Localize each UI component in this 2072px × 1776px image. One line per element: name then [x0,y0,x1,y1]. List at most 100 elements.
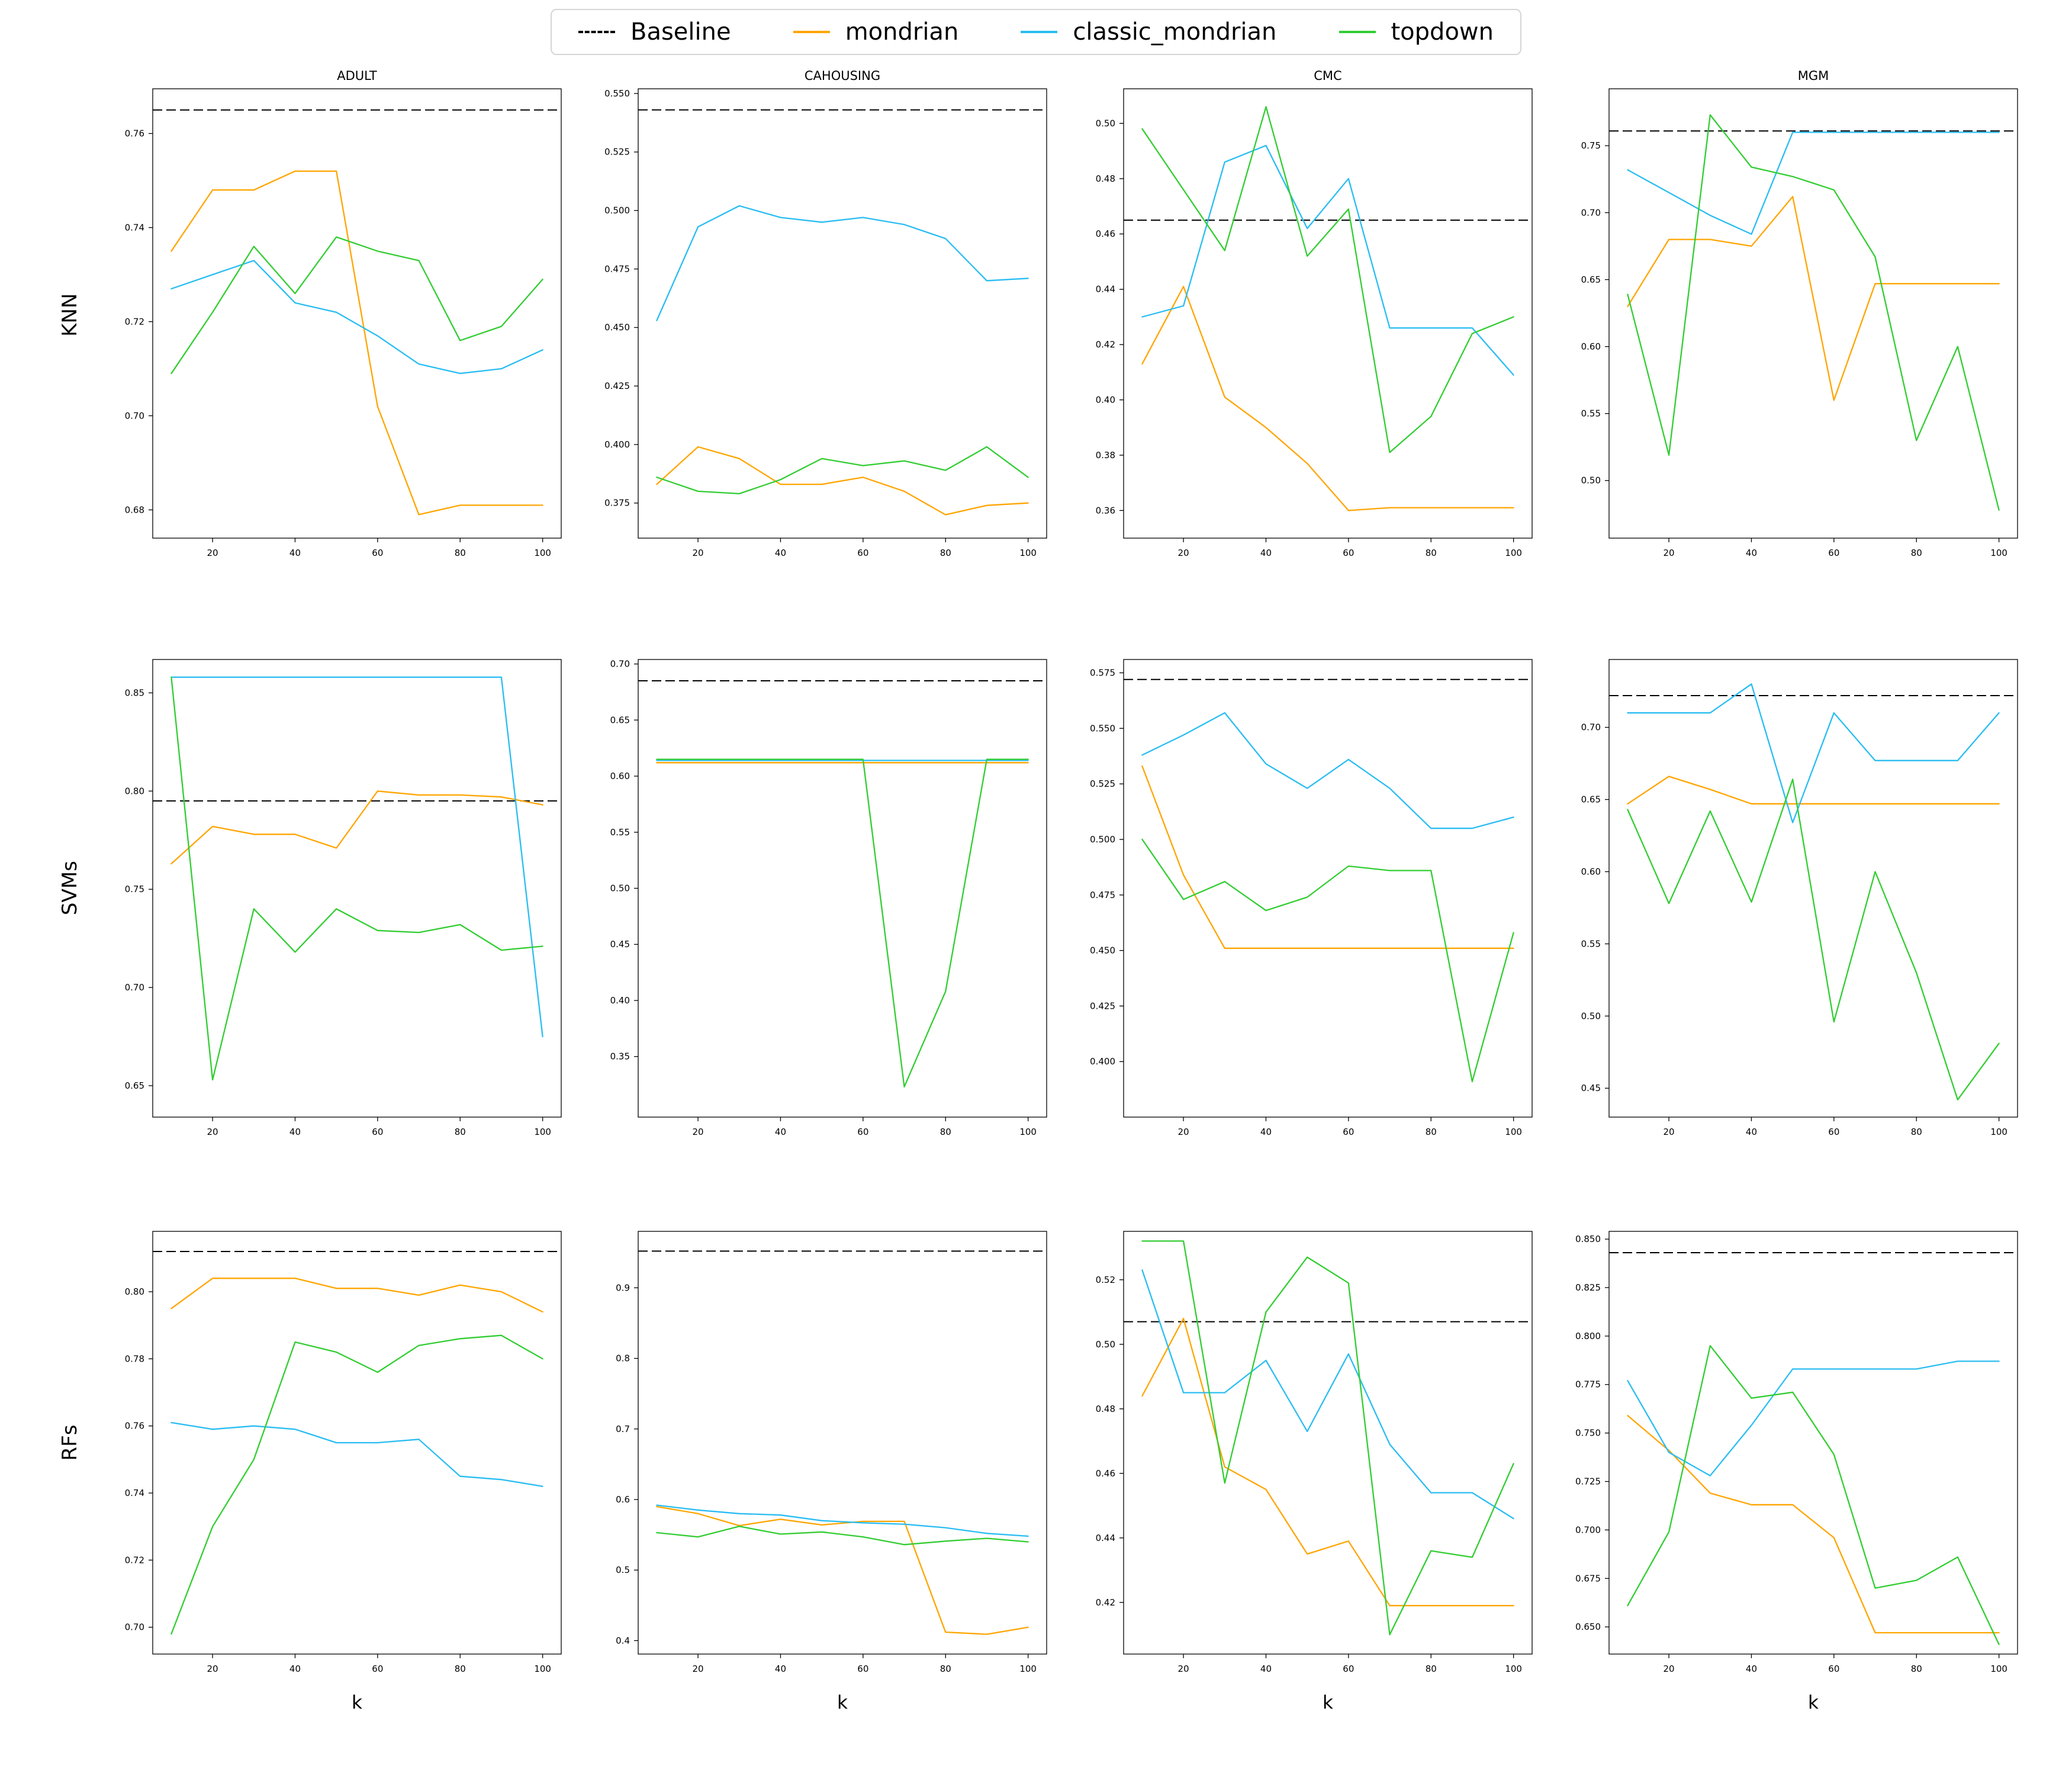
svg-text:40: 40 [289,548,301,558]
svg-text:40: 40 [1260,548,1272,558]
svg-text:0.44: 0.44 [1096,1533,1115,1543]
svg-text:100: 100 [1990,1664,2007,1674]
subplot-knn-cahousing: CAHOUSING 0.375 0.400 0.425 0.450 0.475 0.500 0… [604,69,1047,558]
svg-text:0.55: 0.55 [610,827,630,838]
svg-text:80: 80 [1911,1664,1922,1674]
svg-text:0.74: 0.74 [125,1488,144,1498]
legend-label: classic_mondrian [1073,18,1277,46]
svg-text:100: 100 [1990,1127,2007,1137]
svg-text:0.500: 0.500 [1090,834,1115,845]
svg-text:40: 40 [775,548,786,558]
svg-text:0.725: 0.725 [1575,1476,1601,1487]
svg-text:0.48: 0.48 [1096,1404,1115,1414]
svg-text:80: 80 [1911,1127,1922,1137]
svg-text:0.425: 0.425 [1090,1000,1115,1011]
svg-text:80: 80 [940,1664,951,1674]
svg-text:0.475: 0.475 [604,263,630,274]
svg-text:0.50: 0.50 [610,883,630,894]
svg-text:0.36: 0.36 [1096,505,1115,516]
svg-text:80: 80 [1426,548,1437,558]
svg-text:100: 100 [1019,1664,1037,1674]
subplot-rfs-mgm: 0.650 0.675 0.700 0.725 0.750 0.775 0.800 0.825… [1575,1231,2018,1713]
svg-text:0.74: 0.74 [125,222,144,233]
svg-text:100: 100 [534,1127,551,1137]
svg-text:0.46: 0.46 [1096,1468,1115,1479]
svg-text:0.70: 0.70 [610,659,630,670]
subplot-knn-mgm: MGM 0.50 0.55 0.60 0.65 0.70 0.75 20 40 60 80 100 [1581,69,2018,558]
svg-text:MGM: MGM [1798,69,1829,83]
svg-text:0.500: 0.500 [604,205,630,216]
subplot-svms-cmc: 0.400 0.425 0.450 0.475 0.500 0.525 0.550 0.575… [1090,659,1533,1137]
svg-text:80: 80 [940,548,951,558]
svg-text:0.70: 0.70 [125,1622,144,1633]
svg-text:k: k [1323,1692,1333,1713]
svg-text:40: 40 [1260,1664,1272,1674]
svg-text:40: 40 [1746,1664,1757,1674]
svg-text:40: 40 [289,1127,301,1137]
svg-text:100: 100 [534,548,551,558]
legend-label: mondrian [845,18,959,46]
svg-text:0.60: 0.60 [1581,866,1601,877]
svg-text:0.575: 0.575 [1090,668,1115,678]
svg-text:60: 60 [1828,548,1839,558]
svg-text:20: 20 [1664,1127,1675,1137]
svg-text:0.375: 0.375 [604,498,630,509]
svg-text:0.68: 0.68 [125,504,144,515]
svg-text:0.85: 0.85 [125,687,144,698]
mondrian-line-icon [793,31,830,33]
svg-text:0.38: 0.38 [1096,450,1115,461]
svg-text:60: 60 [1343,1127,1354,1137]
svg-text:60: 60 [1343,1664,1354,1674]
svg-text:0.550: 0.550 [604,88,630,99]
svg-text:40: 40 [1260,1127,1272,1137]
legend-item-classic-mondrian: classic_mondrian [1021,18,1276,46]
svg-text:0.475: 0.475 [1090,890,1115,900]
svg-text:60: 60 [1828,1127,1839,1137]
svg-text:20: 20 [1178,1127,1189,1137]
svg-text:CMC: CMC [1314,69,1341,83]
svg-text:0.78: 0.78 [125,1353,144,1364]
svg-text:40: 40 [775,1127,786,1137]
legend-label: topdown [1391,18,1494,46]
svg-text:0.70: 0.70 [125,982,144,993]
svg-text:0.5: 0.5 [616,1565,630,1575]
svg-text:20: 20 [693,548,704,558]
svg-text:100: 100 [1990,548,2007,558]
svg-text:0.76: 0.76 [125,128,144,139]
subplot-svms-mgm: 0.45 0.50 0.55 0.60 0.65 0.70 20 40 60 80 100 [1581,659,2018,1137]
svg-text:0.80: 0.80 [125,786,144,796]
svg-text:0.825: 0.825 [1575,1282,1601,1293]
legend-item-mondrian: mondrian [793,18,959,46]
svg-text:0.7: 0.7 [616,1424,630,1434]
svg-text:0.45: 0.45 [610,939,630,950]
svg-text:k: k [352,1692,362,1713]
svg-text:0.44: 0.44 [1096,284,1115,295]
svg-text:0.72: 0.72 [125,316,144,327]
svg-text:0.50: 0.50 [1581,475,1601,486]
svg-text:100: 100 [1019,1127,1037,1137]
svg-text:0.42: 0.42 [1096,339,1115,350]
svg-text:0.72: 0.72 [125,1555,144,1565]
svg-text:60: 60 [857,1127,868,1137]
svg-text:60: 60 [372,1664,383,1674]
svg-text:0.800: 0.800 [1575,1331,1601,1341]
svg-text:0.55: 0.55 [1581,938,1601,949]
svg-text:0.650: 0.650 [1575,1621,1601,1632]
svg-text:20: 20 [1664,1664,1675,1674]
svg-text:0.40: 0.40 [1096,394,1115,405]
subplot-rfs-adult: 0.70 0.72 0.74 0.76 0.78 0.80 20 40 60 80 100 k [125,1231,562,1713]
svg-text:0.76: 0.76 [125,1421,144,1431]
svg-text:80: 80 [455,1664,466,1674]
svg-text:0.525: 0.525 [604,147,630,157]
svg-text:0.65: 0.65 [1581,274,1601,285]
svg-text:40: 40 [289,1664,301,1674]
svg-text:60: 60 [857,548,868,558]
svg-text:60: 60 [372,548,383,558]
svg-text:0.50: 0.50 [1096,118,1115,128]
svg-text:0.60: 0.60 [1581,341,1601,352]
subplot-rfs-cmc: 0.42 0.44 0.46 0.48 0.50 0.52 20 40 60 80 100 k [1096,1231,1533,1713]
svg-text:0.65: 0.65 [1581,794,1601,805]
svg-text:0.8: 0.8 [616,1353,630,1364]
svg-text:k: k [1808,1692,1819,1713]
